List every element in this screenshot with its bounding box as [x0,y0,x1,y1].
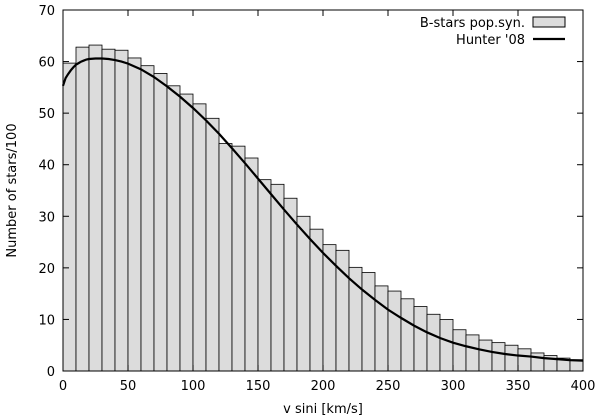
legend-swatch-b-stars [532,16,566,28]
bar [413,306,428,372]
y-tick-label: 30 [38,210,55,225]
x-tick-label: 0 [59,379,67,394]
bar [504,344,519,372]
y-tick-label: 40 [38,159,55,174]
y-tick-label: 70 [38,4,55,19]
bar [296,215,311,372]
bar [231,145,246,372]
x-tick-label: 200 [311,379,336,394]
bar [478,339,493,372]
x-tick-label: 400 [571,379,596,394]
legend: B-stars pop.syn. Hunter '08 [420,16,566,48]
bar [530,352,545,372]
bar [517,348,532,372]
bar [153,73,168,372]
bar [62,62,77,372]
bar [192,103,207,372]
bar [400,298,415,372]
bar [140,65,155,372]
y-axis-label: Number of stars/100 [5,123,20,257]
bar [88,44,103,372]
bar [127,57,142,372]
x-tick-label: 350 [506,379,531,394]
bar [114,49,129,372]
x-tick-label: 150 [246,379,271,394]
bar [374,285,389,372]
x-tick-label: 250 [376,379,401,394]
bar [179,93,194,372]
bar [75,46,90,372]
x-axis-label: v sini [km/s] [283,402,363,417]
x-tick-label: 300 [441,379,466,394]
bar [491,342,506,372]
legend-label-b-stars: B-stars pop.syn. [420,16,525,31]
axis-ticks: 0 50 100 150 200 250 300 350 400 0 10 20 30 40 50 60 70 [38,4,595,394]
y-tick-label: 0 [47,365,55,380]
y-tick-label: 50 [38,107,55,122]
line-hunter-08 [61,57,584,362]
bar [218,143,233,372]
bar [361,272,376,372]
bar [166,85,181,372]
legend-label-hunter-08: Hunter '08 [456,33,525,48]
bar [205,117,220,372]
bar [101,48,116,372]
bar [270,183,285,372]
bar [244,157,259,372]
histogram-bars [62,44,584,372]
bar [465,334,480,372]
y-tick-label: 60 [38,56,55,71]
bar [439,319,454,372]
bar [426,313,441,372]
bar [257,179,272,372]
bar [283,197,298,372]
y-tick-label: 10 [38,313,55,328]
bar [387,290,402,372]
y-tick-label: 20 [38,262,55,277]
x-tick-label: 100 [181,379,206,394]
x-tick-label: 50 [120,379,137,394]
bar [452,329,467,372]
